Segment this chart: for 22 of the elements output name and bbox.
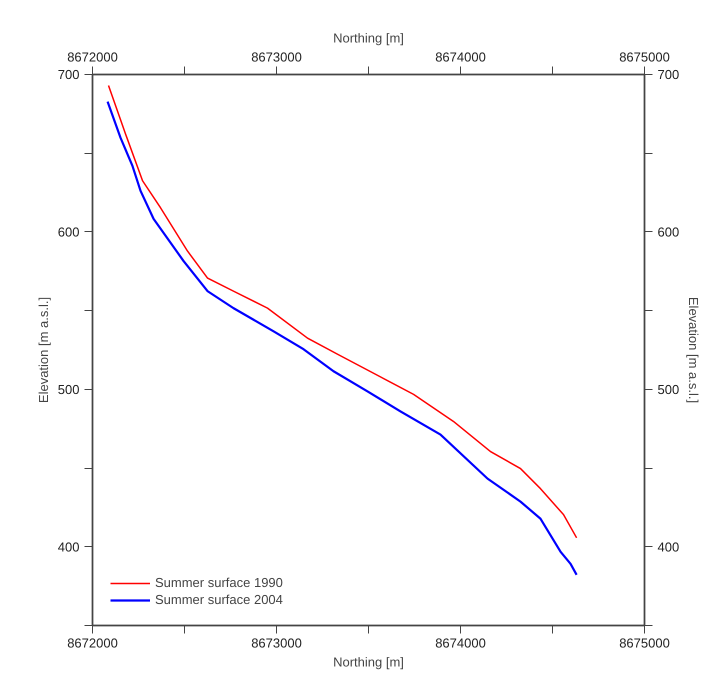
x-tick-label: 8673000 xyxy=(251,50,302,64)
x2-tick-label: 8673000 xyxy=(251,636,302,650)
y-tick-label: 600 xyxy=(58,224,80,240)
x2-tick-label: 8674000 xyxy=(435,636,486,650)
x2-tick-label: 8672000 xyxy=(67,636,118,650)
x-tick-label: 8674000 xyxy=(435,50,486,64)
y-tick-label: 500 xyxy=(58,382,80,397)
y-tick-label: 400 xyxy=(58,539,80,554)
legend-label: Summer surface 2004 xyxy=(155,592,283,607)
y-axis-title: Elevation [m a.s.l.] xyxy=(36,296,51,404)
x-axis-title: Northing [m] xyxy=(333,654,404,670)
y2-tick-label: 700 xyxy=(658,67,680,82)
legend-label: Summer surface 1990 xyxy=(155,575,283,590)
x2-tick-label: 8675000 xyxy=(619,636,670,650)
y2-tick-label: 600 xyxy=(658,224,680,240)
x-tick-label: 8675000 xyxy=(619,50,670,64)
y-tick-label: 700 xyxy=(58,67,80,82)
x-tick-label: 8672000 xyxy=(67,50,118,64)
y2-tick-label: 400 xyxy=(658,539,680,554)
x2-axis-title: Northing [m] xyxy=(333,30,404,46)
y2-axis-title: Elevation [m a.s.l.] xyxy=(686,296,702,404)
y2-tick-label: 500 xyxy=(658,382,680,397)
